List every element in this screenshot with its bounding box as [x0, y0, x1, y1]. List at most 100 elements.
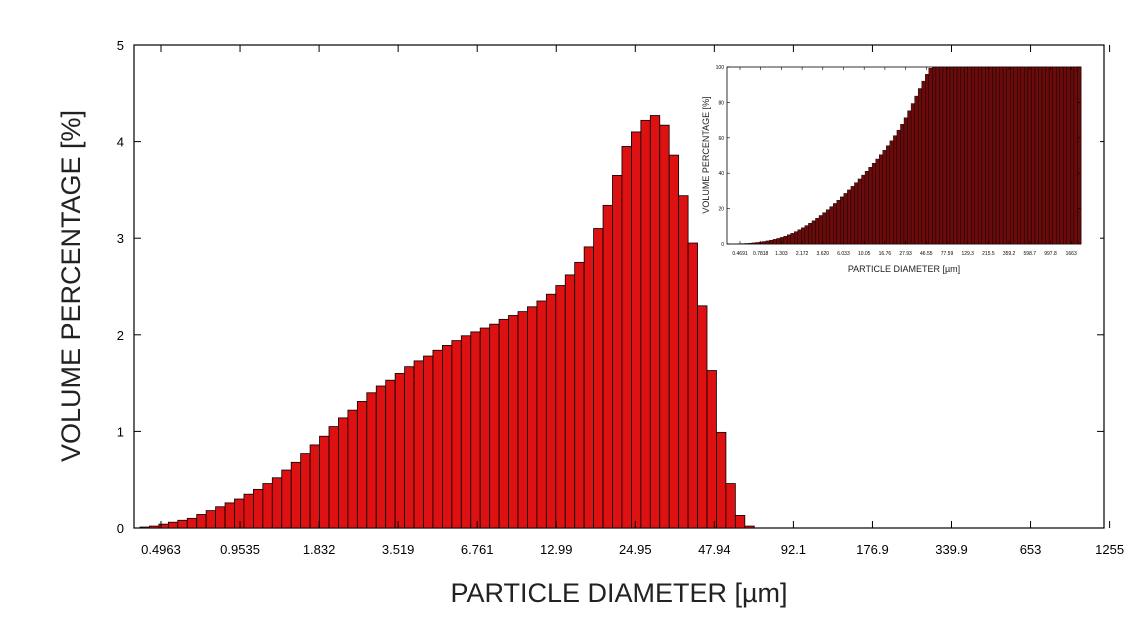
inset-y-tick-label: 100 — [716, 65, 725, 71]
main-bar — [564, 274, 576, 529]
inset-x-axis-title: PARTICLE DIAMETER [µm] — [848, 264, 960, 274]
main-bar — [309, 444, 320, 529]
main-x-tick-label: 1255 — [1095, 542, 1124, 557]
main-bar — [271, 477, 283, 529]
inset-bar — [939, 66, 944, 245]
inset-x-tick-label: 215.5 — [982, 251, 995, 257]
main-y-tick-label: 0 — [117, 521, 124, 536]
inset-y-tick-label: 80 — [718, 100, 724, 106]
inset-bar — [953, 66, 958, 245]
inset-bar — [903, 117, 908, 245]
inset-bar — [815, 217, 820, 245]
main-x-tick-label: 0.9535 — [220, 542, 260, 557]
main-bar — [517, 311, 528, 529]
main-bar — [479, 327, 491, 529]
main-bar — [545, 293, 557, 529]
main-bar — [583, 246, 595, 529]
main-bar — [347, 409, 358, 529]
main-x-tick-labels: 0.4963 0.9535 1.832 3.519 6.761 12.99 24.95 47.… — [141, 542, 1124, 557]
main-bar — [243, 493, 254, 529]
inset-bar — [981, 66, 986, 245]
main-bar — [158, 523, 169, 529]
main-bar — [602, 204, 613, 529]
inset-bar — [769, 239, 774, 245]
main-ticks — [134, 44, 1111, 529]
inset-bar — [946, 66, 951, 245]
inset-bar — [797, 229, 802, 245]
inset-bar — [886, 145, 891, 245]
main-bar — [489, 323, 500, 529]
inset-bar — [1059, 66, 1064, 245]
inset-x-tick-labels: 0.4691 0.7818 1.303 2.172 3.620 6.033 10.05 16.… — [732, 251, 1077, 257]
main-bar — [262, 483, 273, 529]
main-bar — [706, 370, 717, 529]
inset-bar — [1034, 66, 1039, 245]
inset-bar — [762, 241, 767, 245]
main-x-tick-label: 0.4963 — [141, 542, 181, 557]
main-bar — [319, 435, 330, 529]
inset-bar — [900, 124, 905, 245]
inset-bar — [1077, 66, 1082, 245]
main-bar — [423, 355, 434, 529]
inset-bar — [935, 66, 940, 245]
inset-bar — [822, 212, 827, 245]
inset-bar — [1031, 66, 1036, 245]
inset-bar — [875, 158, 880, 245]
main-y-tick-label: 5 — [117, 38, 124, 53]
inset-x-tick-label: 27.93 — [899, 251, 912, 257]
inset-bar — [910, 103, 915, 245]
inset-x-tick-label: 359.2 — [1003, 251, 1016, 257]
inset-bar — [893, 135, 898, 245]
inset-bar — [786, 234, 791, 245]
inset-bar — [879, 154, 883, 245]
inset-bar — [783, 235, 788, 245]
inset-bar — [794, 231, 799, 245]
inset-bars — [726, 66, 1082, 245]
inset-y-axis-title: VOLUME PERCENTAGE [%] — [701, 96, 711, 213]
inset-bar — [861, 174, 866, 245]
main-bar — [149, 525, 160, 529]
inset-bar — [907, 110, 912, 245]
main-x-tick-label: 6.761 — [461, 542, 494, 557]
inset-bar — [847, 189, 852, 245]
inset-bar — [971, 66, 976, 245]
main-bar — [640, 119, 651, 529]
main-bar — [205, 510, 216, 529]
main-bar — [470, 331, 481, 529]
main-x-tick-label: 339.9 — [935, 542, 968, 557]
inset-bar — [840, 196, 845, 245]
main-bar — [621, 146, 632, 529]
inset-bar — [804, 225, 809, 245]
main-bar — [177, 519, 188, 529]
main-bar — [574, 261, 585, 529]
main-y-tick-labels: 0 1 2 3 4 5 — [117, 38, 124, 536]
inset-bar — [864, 170, 869, 245]
inset-bar — [744, 243, 749, 245]
main-bar — [460, 335, 472, 529]
main-y-tick-label: 4 — [117, 135, 124, 150]
main-bar — [385, 379, 396, 529]
inset-bar — [992, 66, 997, 245]
inset-y-tick-label: 0 — [721, 242, 724, 248]
main-bar — [716, 431, 727, 529]
inset-bar — [921, 80, 926, 245]
main-bar — [527, 306, 538, 529]
inset-bar — [748, 242, 752, 245]
main-x-tick-label: 653 — [1020, 542, 1042, 557]
inset-bar — [836, 200, 841, 245]
inset-x-tick-label: 3.620 — [817, 251, 830, 257]
inset-bar — [751, 242, 756, 245]
main-bar — [441, 345, 453, 529]
main-bar — [356, 401, 368, 529]
inset-bar — [1045, 66, 1050, 245]
inset-bar — [974, 66, 979, 245]
inset-bar — [1073, 66, 1078, 245]
inset-bar — [942, 66, 947, 245]
inset-x-tick-label: 2.172 — [796, 251, 809, 257]
inset-x-tick-label: 0.4691 — [732, 251, 748, 257]
inset-bar — [850, 186, 855, 245]
main-y-tick-label: 3 — [117, 231, 124, 246]
main-bar — [725, 483, 736, 529]
main-bar — [687, 242, 698, 529]
main-bar — [281, 469, 292, 529]
